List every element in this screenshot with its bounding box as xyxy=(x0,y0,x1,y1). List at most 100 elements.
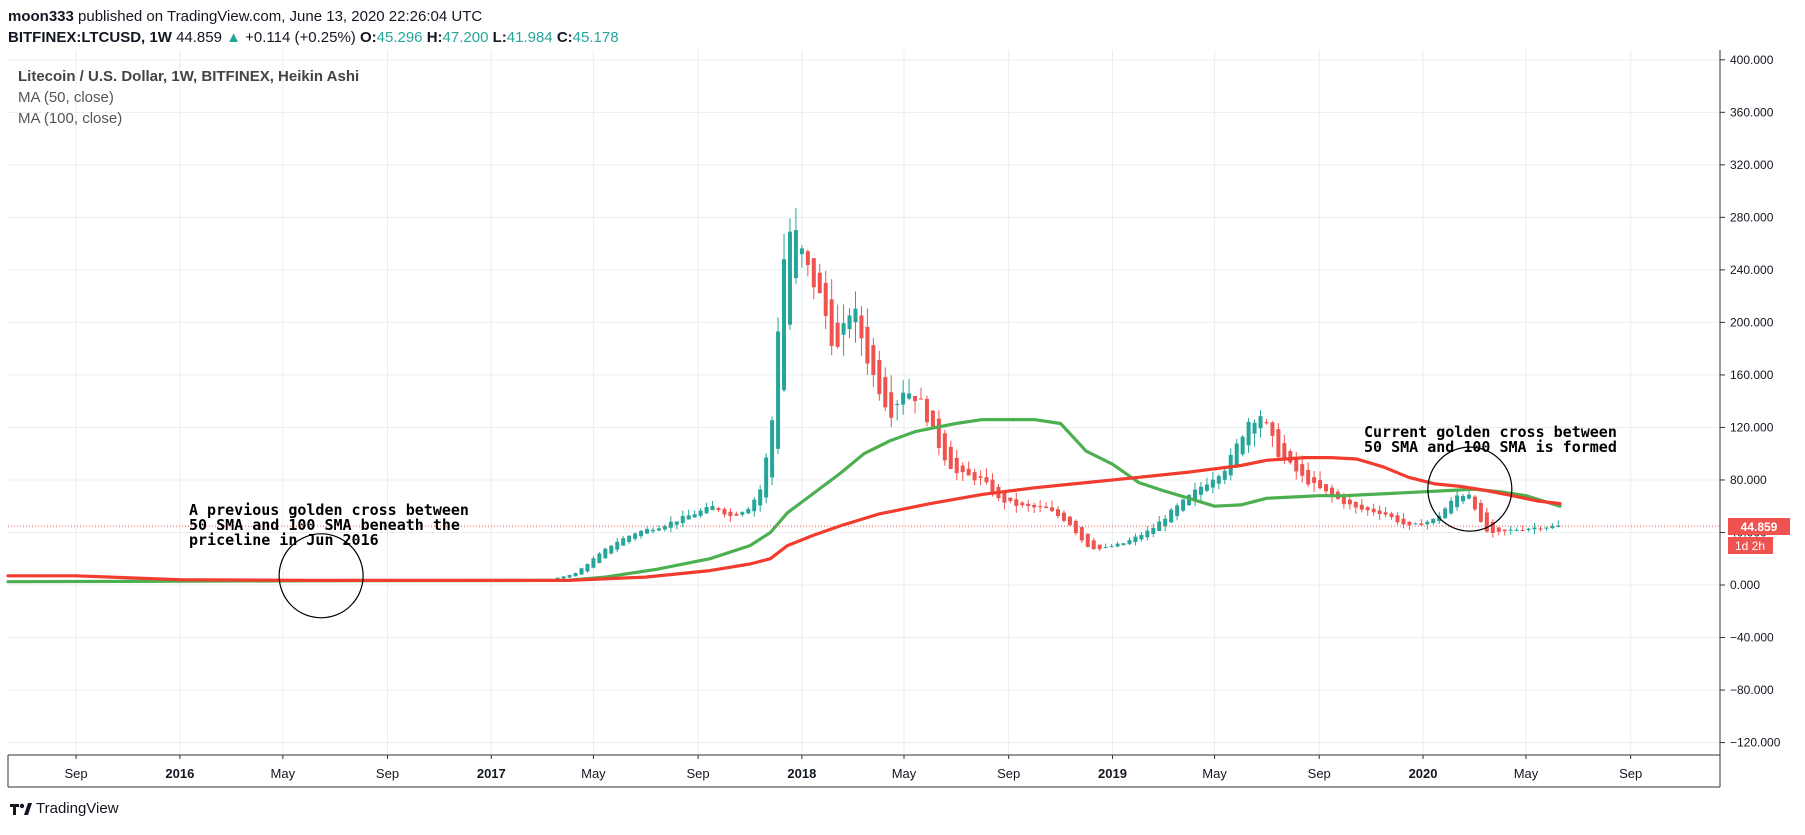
candle-body-190 xyxy=(1139,534,1144,540)
candle-body-176 xyxy=(1056,509,1061,517)
candle-body-231 xyxy=(1383,512,1388,515)
candle-body-219 xyxy=(1312,477,1317,483)
candle-body-130 xyxy=(782,259,787,391)
y-tick-label-13: −120.000 xyxy=(1730,736,1781,750)
candle-body-227 xyxy=(1359,504,1364,510)
footer-brand[interactable]: TradingView xyxy=(10,800,119,817)
legend-ma50[interactable]: MA (50, close) xyxy=(18,89,114,106)
candle-body-104 xyxy=(627,535,632,542)
candle-body-127 xyxy=(764,457,769,498)
y-tick-label-6: 160.000 xyxy=(1730,368,1774,382)
candle-body-177 xyxy=(1061,512,1066,521)
candle-body-224 xyxy=(1341,495,1346,505)
candle-body-133 xyxy=(799,248,804,255)
candle-body-151 xyxy=(907,393,912,399)
candle-body-137 xyxy=(823,282,828,316)
candle-body-97 xyxy=(585,564,590,572)
low-value: 41.984 xyxy=(506,29,553,46)
candle-body-214 xyxy=(1282,443,1287,460)
y-tick-label-4: 240.000 xyxy=(1730,263,1774,277)
candle-body-232 xyxy=(1389,513,1394,518)
candle-body-140 xyxy=(841,323,846,335)
chart-title[interactable]: Litecoin / U.S. Dollar, 1W, BITFINEX, He… xyxy=(18,68,360,85)
candle-body-138 xyxy=(829,299,834,346)
candle-body-218 xyxy=(1306,469,1311,485)
x-tick-label-0: Sep xyxy=(65,766,88,781)
publish-info: moon333 published on TradingView.com, Ju… xyxy=(8,8,482,25)
candle-body-150 xyxy=(901,392,906,405)
candle-body-212 xyxy=(1270,422,1275,436)
candle-body-179 xyxy=(1073,520,1078,534)
highlight-circle-previous-cross xyxy=(278,533,364,619)
candle-body-193 xyxy=(1157,521,1162,531)
tradingview-logo-icon xyxy=(10,803,32,815)
x-tick-label-13: 2020 xyxy=(1409,766,1438,781)
candle-body-183 xyxy=(1097,544,1102,550)
candle-body-124 xyxy=(746,508,751,514)
candle-body-178 xyxy=(1067,516,1072,526)
candle-body-155 xyxy=(930,410,935,427)
candle-body-122 xyxy=(734,513,739,516)
candle-body-217 xyxy=(1300,464,1305,476)
author-name[interactable]: moon333 xyxy=(8,8,74,25)
candle-body-135 xyxy=(811,258,816,288)
candle-body-153 xyxy=(919,398,924,400)
candle-body-102 xyxy=(615,541,620,550)
candle-body-238 xyxy=(1425,521,1430,525)
x-tick-label-10: 2019 xyxy=(1098,766,1127,781)
candle-body-162 xyxy=(972,472,977,481)
candle-body-259 xyxy=(1550,525,1555,529)
candle-body-182 xyxy=(1091,540,1096,550)
candle-body-112 xyxy=(674,521,679,525)
candle-body-195 xyxy=(1169,509,1174,523)
candle-body-101 xyxy=(609,545,614,554)
candle-body-157 xyxy=(942,433,947,461)
symbol-label: BITFINEX:LTCUSD, 1W xyxy=(8,29,172,46)
candle-body-126 xyxy=(758,489,763,506)
candle-body-220 xyxy=(1318,480,1323,489)
candle-body-134 xyxy=(805,251,810,266)
candle-body-108 xyxy=(650,529,655,532)
price-change: +0.114 (+0.25%) xyxy=(245,29,356,46)
candle-body-215 xyxy=(1288,451,1293,463)
candle-body-244 xyxy=(1461,495,1466,502)
x-tick-label-4: 2017 xyxy=(477,766,506,781)
candle-body-253 xyxy=(1514,529,1519,531)
chart-frame xyxy=(7,50,1721,788)
candle-body-141 xyxy=(847,315,852,329)
moving-averages xyxy=(6,418,1720,584)
candle-body-121 xyxy=(728,511,733,517)
x-tick-label-14: May xyxy=(1514,766,1539,781)
candle-body-185 xyxy=(1109,546,1114,548)
time-axis[interactable]: Sep 2016 May Sep 2017 May Sep 2018 May Sep 2019 May… xyxy=(65,755,1643,781)
candle-body-260 xyxy=(1556,525,1561,527)
x-tick-label-15: Sep xyxy=(1619,766,1642,781)
high-label: H: xyxy=(426,29,443,46)
candle-body-225 xyxy=(1347,499,1352,505)
candle-body-199 xyxy=(1192,489,1197,501)
legend-ma100[interactable]: MA (100, close) xyxy=(18,110,123,127)
candle-body-222 xyxy=(1329,487,1334,496)
annotation-current-cross: Current golden cross between 50 SMA and … xyxy=(1364,423,1617,456)
candle-body-254 xyxy=(1520,529,1525,531)
x-tick-label-8: May xyxy=(892,766,917,781)
candle-body-186 xyxy=(1115,543,1120,547)
candle-body-236 xyxy=(1413,523,1418,525)
x-tick-label-1: 2016 xyxy=(165,766,194,781)
candle-body-202 xyxy=(1210,479,1215,488)
candle-body-171 xyxy=(1026,503,1031,507)
candle-body-168 xyxy=(1008,497,1013,501)
candle-body-146 xyxy=(877,360,882,395)
candle-body-206 xyxy=(1234,443,1239,466)
candle-body-114 xyxy=(686,515,691,520)
candle-body-234 xyxy=(1401,518,1406,525)
candle-body-251 xyxy=(1502,529,1507,532)
price-axis[interactable]: 400.000 360.000 320.000 280.000 240.000 200.0… xyxy=(1720,53,1781,750)
candle-body-164 xyxy=(984,477,989,483)
x-tick-label-11: May xyxy=(1202,766,1227,781)
up-arrow-icon: ▲ xyxy=(226,29,241,46)
candle-body-110 xyxy=(662,526,667,530)
candle-body-120 xyxy=(722,509,727,515)
y-tick-label-3: 280.000 xyxy=(1730,210,1774,224)
